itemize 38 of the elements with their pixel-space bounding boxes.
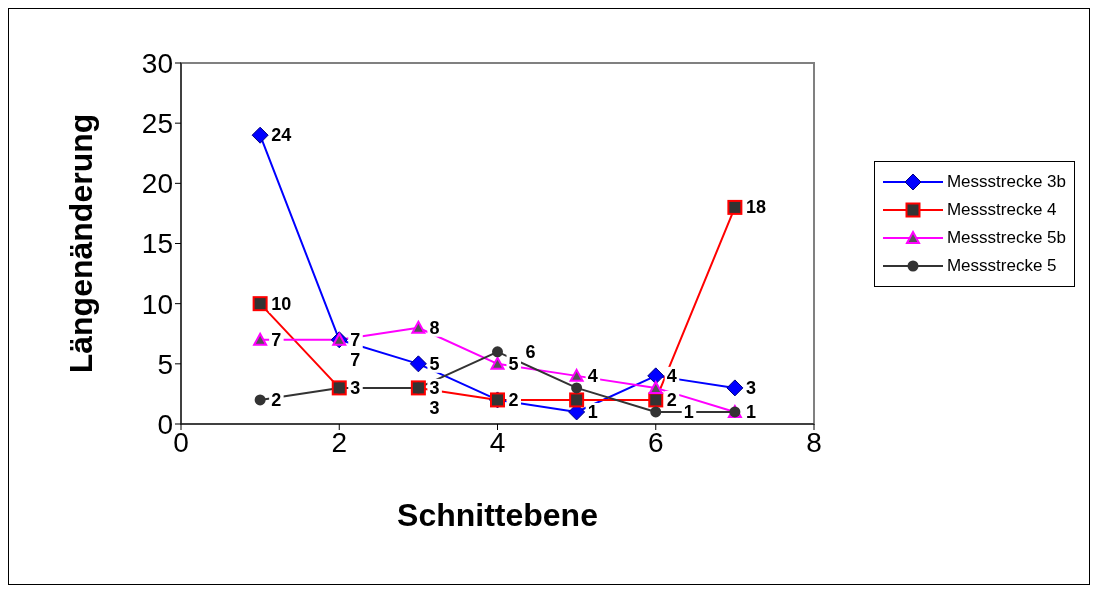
y-tick-label: 5 <box>157 348 173 380</box>
data-label: 6 <box>525 341 536 362</box>
data-label: 4 <box>587 365 598 386</box>
data-label: 2 <box>508 389 519 410</box>
data-label: 7 <box>350 349 361 370</box>
data-label: 3 <box>350 377 361 398</box>
data-label: 2 <box>271 389 282 410</box>
x-tick-label: 2 <box>331 426 348 458</box>
data-label: 18 <box>745 197 766 218</box>
y-tick-label: 25 <box>141 108 173 140</box>
x-tick-label: 8 <box>806 426 822 458</box>
data-label: 5 <box>508 353 519 374</box>
x-axis-title: Schnittebene <box>397 497 598 533</box>
data-label: 1 <box>683 401 694 422</box>
data-label: 3 <box>429 397 440 418</box>
data-label: 7 <box>350 329 361 350</box>
data-label: 24 <box>271 125 292 146</box>
data-label: 1 <box>745 401 756 422</box>
legend-label: Messstrecke 3b <box>946 171 1066 193</box>
y-tick-label: 10 <box>141 288 173 320</box>
data-label: 3 <box>745 377 756 398</box>
legend-label: Messstrecke 5b <box>946 227 1066 249</box>
data-label: 8 <box>429 317 440 338</box>
legend-label: Messstrecke 4 <box>946 199 1057 221</box>
data-label: 7 <box>271 329 282 350</box>
y-axis-title: Längenänderung <box>63 113 100 374</box>
data-label: 4 <box>666 365 677 386</box>
data-label: 1 <box>587 401 598 422</box>
data-label: 2 <box>666 389 677 410</box>
x-tick-label: 6 <box>647 426 664 458</box>
y-tick-label: 15 <box>141 228 173 260</box>
y-tick-label: 20 <box>141 168 173 200</box>
data-label: 10 <box>271 293 292 314</box>
x-tick-label: 4 <box>489 426 506 458</box>
legend-label: Messstrecke 5 <box>946 255 1057 277</box>
data-label: 5 <box>429 353 440 374</box>
data-label: 3 <box>429 377 440 398</box>
y-tick-label: 30 <box>141 47 173 79</box>
